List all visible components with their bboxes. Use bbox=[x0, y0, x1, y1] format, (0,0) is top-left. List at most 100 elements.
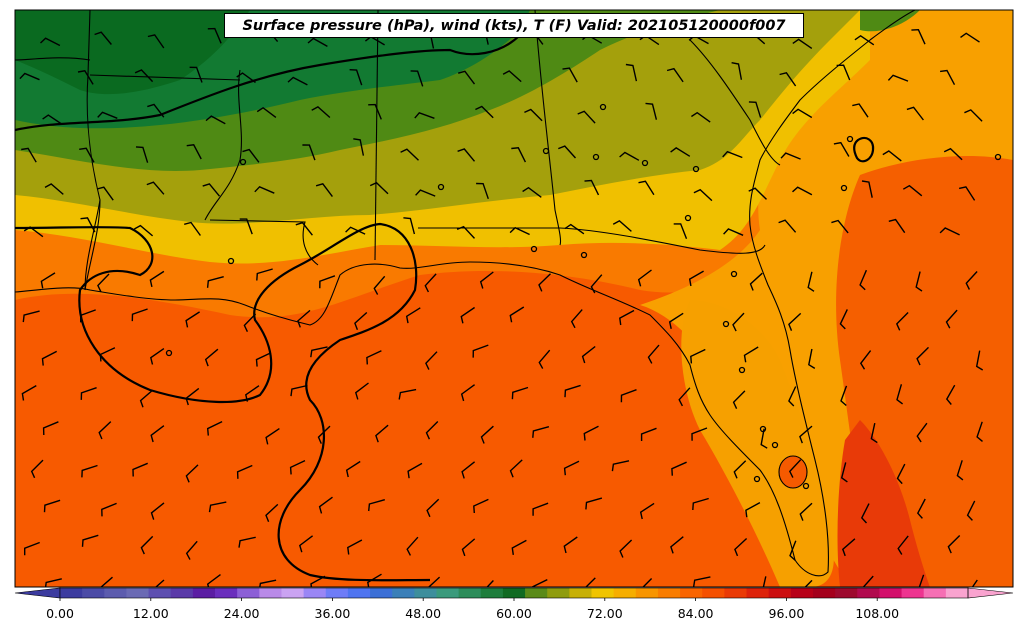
wind-barb bbox=[480, 425, 494, 444]
wind-barb bbox=[861, 180, 873, 198]
wind-barb bbox=[189, 66, 203, 83]
wind-barb bbox=[723, 228, 744, 236]
wind-barb bbox=[732, 390, 746, 409]
temp-fill-gulf-stream bbox=[837, 420, 930, 587]
wind-barb bbox=[185, 464, 199, 483]
wind-barb bbox=[839, 309, 848, 330]
wind-barb bbox=[135, 146, 149, 163]
wind-barb bbox=[403, 217, 416, 235]
wind-barb bbox=[581, 345, 596, 364]
wind-barb bbox=[745, 501, 761, 518]
wind-barb bbox=[563, 460, 580, 476]
wind-barb bbox=[612, 220, 632, 232]
wind-barb bbox=[146, 181, 165, 195]
isobar-oval-ne bbox=[853, 136, 875, 163]
wind-barb bbox=[562, 67, 578, 83]
wind-barb bbox=[345, 460, 361, 478]
wind-barb bbox=[139, 389, 154, 408]
wind-barb bbox=[760, 428, 768, 449]
wind-barb bbox=[398, 388, 417, 400]
wind-barb bbox=[509, 459, 523, 478]
colorbar-segment bbox=[702, 588, 725, 598]
wind-barb bbox=[585, 497, 603, 510]
wind-barb bbox=[150, 348, 165, 365]
wind-barb bbox=[965, 271, 978, 290]
colorbar-segment bbox=[812, 588, 836, 598]
wind-barb bbox=[147, 34, 165, 49]
wind-barb bbox=[971, 579, 978, 587]
wind-barb bbox=[461, 461, 476, 479]
temp-fill-deep-green bbox=[15, 10, 250, 95]
wind-barb bbox=[150, 425, 165, 443]
wind-barb bbox=[882, 150, 902, 162]
colorbar-segment bbox=[192, 588, 216, 598]
wind-barb bbox=[789, 540, 797, 561]
wind-barb bbox=[640, 427, 657, 441]
wind-barb bbox=[915, 271, 923, 292]
wind-barb bbox=[265, 503, 279, 523]
wind-barb bbox=[511, 539, 527, 556]
wind-barb bbox=[748, 187, 767, 200]
wind-barb bbox=[670, 147, 691, 157]
wind-barb bbox=[476, 182, 489, 200]
wind-barb bbox=[298, 535, 314, 553]
map-area bbox=[15, 10, 1013, 587]
wind-barb bbox=[243, 313, 257, 333]
wind-barb bbox=[958, 186, 976, 201]
colorbar-tick-label: 84.00 bbox=[677, 606, 714, 621]
wind-barb bbox=[511, 386, 529, 400]
wind-barb bbox=[947, 535, 961, 554]
wind-barb bbox=[532, 426, 550, 438]
wind-barb bbox=[367, 573, 382, 587]
wind-barb bbox=[748, 101, 762, 118]
wind-barb bbox=[975, 350, 984, 371]
wind-barb bbox=[424, 273, 437, 293]
wind-barb bbox=[691, 427, 708, 441]
colorbar-tick-label: 36.00 bbox=[314, 606, 351, 621]
colorbar-segment bbox=[480, 588, 504, 598]
wind-barb bbox=[862, 575, 874, 587]
wind-barb bbox=[558, 145, 577, 159]
wind-barb bbox=[99, 347, 116, 362]
colorbar-segment bbox=[237, 588, 260, 598]
colorbar-tick-label: 0.00 bbox=[46, 606, 74, 621]
wind-barb bbox=[860, 503, 870, 524]
colorbar-segment bbox=[458, 588, 482, 598]
wind-barb bbox=[307, 37, 328, 48]
wind-barb bbox=[147, 103, 165, 118]
wind-barb bbox=[353, 138, 365, 156]
wind-barb bbox=[375, 424, 389, 443]
wind-barb bbox=[317, 425, 331, 444]
wind-barb bbox=[457, 148, 476, 162]
wind-barb bbox=[205, 115, 226, 125]
wind-barb bbox=[577, 110, 596, 124]
colorbar-segment bbox=[60, 588, 83, 598]
colorbar-segment bbox=[414, 588, 437, 598]
colorbar-segment bbox=[724, 588, 748, 598]
wind-barb bbox=[538, 349, 551, 369]
wind-barb bbox=[290, 384, 308, 397]
wind-barb bbox=[347, 539, 363, 555]
wind-barb bbox=[238, 536, 256, 548]
wind-barb bbox=[44, 578, 62, 587]
wind-barb bbox=[509, 306, 525, 323]
wind-barb bbox=[788, 312, 802, 331]
wind-barb bbox=[671, 461, 687, 476]
wind-barb bbox=[486, 580, 494, 587]
colorbar-segment bbox=[790, 588, 814, 598]
wind-barb bbox=[297, 309, 311, 328]
wind-barb bbox=[407, 462, 423, 479]
wind-barb bbox=[916, 498, 926, 519]
colorbar-tick-label: 96.00 bbox=[768, 606, 805, 621]
wind-barb bbox=[692, 576, 711, 587]
wind-barb bbox=[887, 74, 909, 82]
wind-barb bbox=[897, 535, 909, 555]
wind-barb bbox=[966, 500, 976, 521]
wind-barb bbox=[134, 69, 154, 83]
wind-barb bbox=[318, 496, 333, 514]
wind-barb bbox=[41, 350, 58, 366]
wind-barb bbox=[94, 31, 112, 45]
wind-barb bbox=[204, 348, 219, 367]
wind-barb bbox=[131, 308, 148, 322]
colorbar bbox=[14, 587, 1014, 601]
